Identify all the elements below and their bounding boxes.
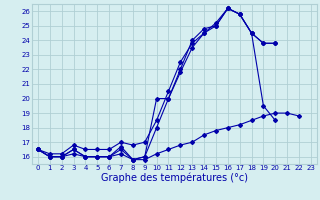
X-axis label: Graphe des températures (°c): Graphe des températures (°c) <box>101 173 248 183</box>
